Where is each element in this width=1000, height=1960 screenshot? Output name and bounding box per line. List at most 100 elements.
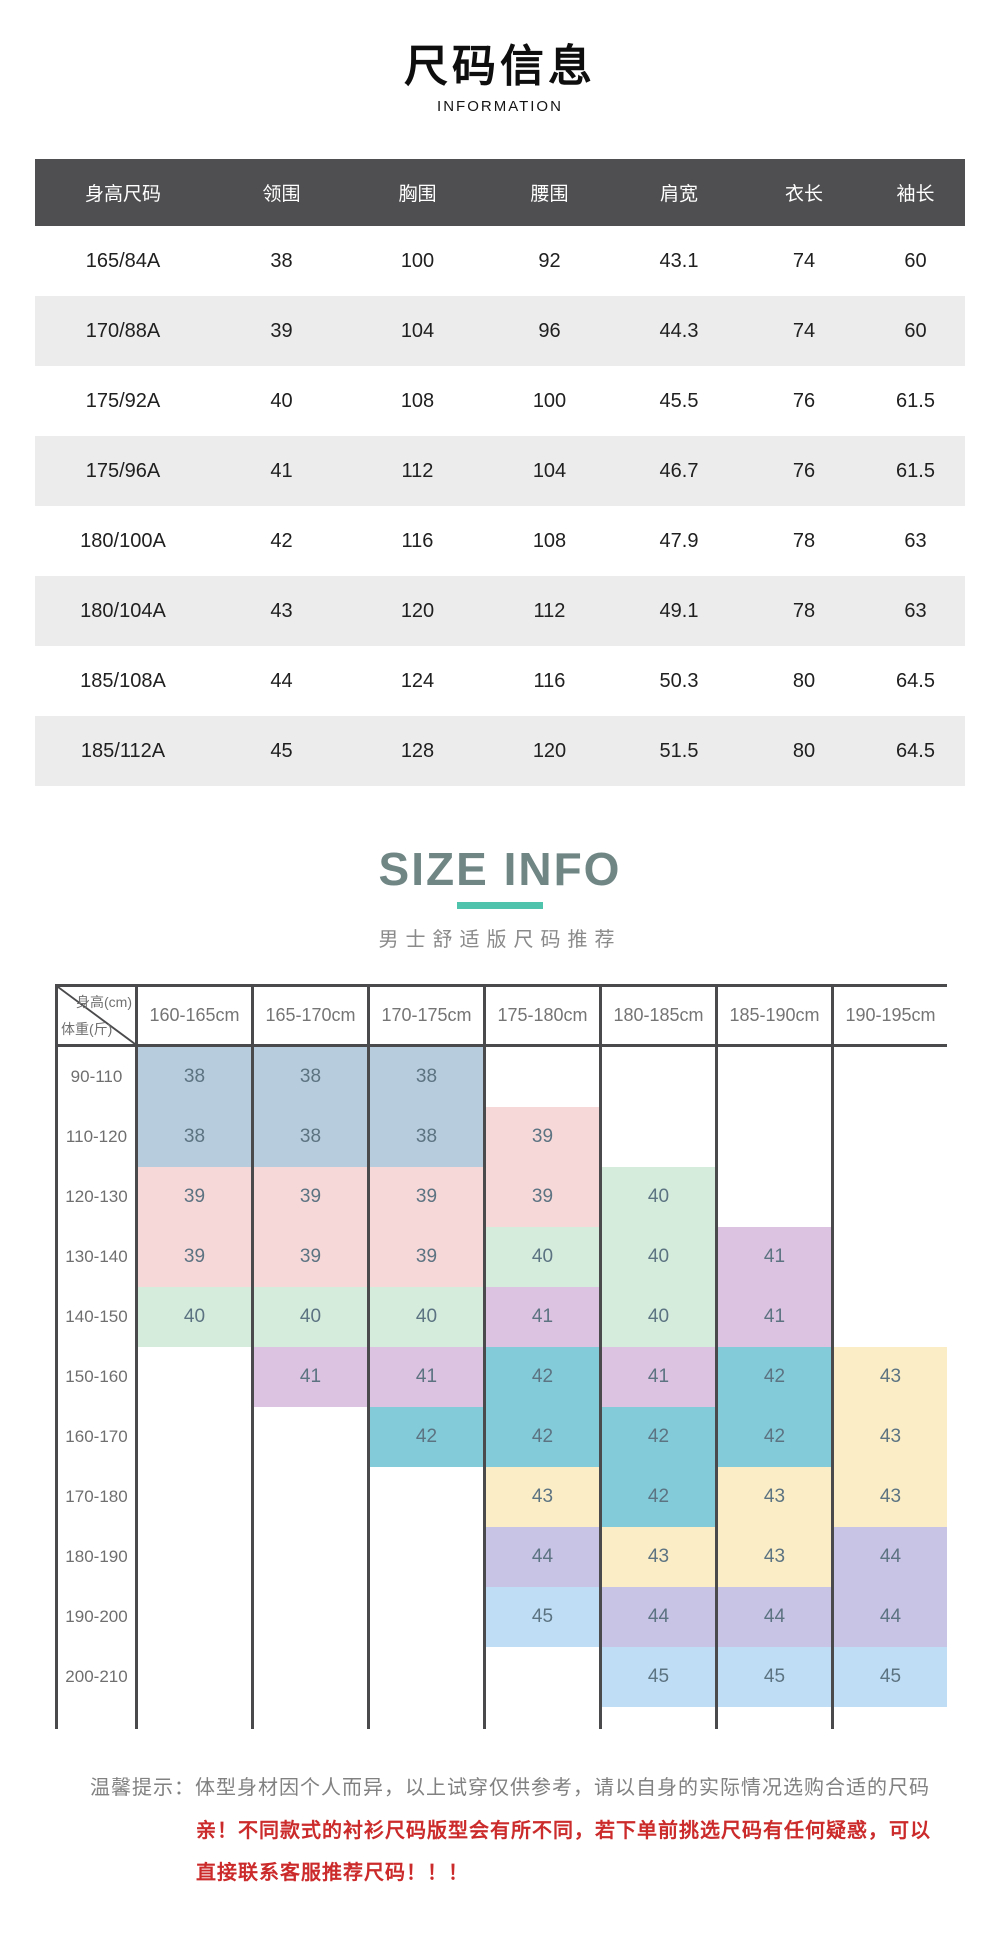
size-table-size-cell: 170/88A [35, 296, 211, 366]
size-table-size-cell: 165/84A [85, 249, 161, 272]
matrix-cell: 42 [715, 1407, 831, 1467]
matrix-cell: 44 [715, 1587, 831, 1647]
size-table-header-cell: 腰围 [483, 159, 616, 226]
size-table-size-cell: 185/112A [35, 716, 211, 786]
matrix-cell: 40 [483, 1227, 599, 1287]
size-table-size-cell: 185/108A [80, 669, 166, 692]
size-table-cell: 108 [532, 529, 567, 552]
matrix-cell: 39 [483, 1167, 599, 1227]
matrix-table: 身高(cm) 体重(斤) 160-165cm 165-170cm 170-175cm… [55, 984, 1000, 1729]
size-table-cell: 76 [792, 389, 816, 412]
size-table-cell: 43.1 [659, 249, 699, 272]
matrix-cell: 41 [715, 1227, 831, 1287]
size-table-cell: 41 [211, 436, 352, 506]
matrix-row-label: 200-210 [55, 1647, 135, 1707]
size-info-underline [457, 902, 543, 909]
matrix-cell: 39 [135, 1227, 251, 1287]
size-table-cell: 128 [352, 716, 483, 786]
matrix-cell [367, 1647, 483, 1707]
matrix-col-header: 165-170cm [251, 984, 367, 1047]
size-table-body: 165/84A 38 100 92 43.1 74 60 170/88A 39 104 96 44.3… [35, 226, 965, 786]
matrix-cell: 38 [251, 1107, 367, 1167]
matrix-cell [367, 1467, 483, 1527]
matrix-cell [251, 1527, 367, 1587]
matrix-cell [135, 1647, 251, 1707]
matrix-cell: 42 [599, 1467, 715, 1527]
size-table-cell: 50.3 [659, 669, 699, 692]
size-table-cell: 108 [400, 389, 435, 412]
size-table-cell: 116 [401, 529, 434, 552]
matrix-cell: 41 [367, 1347, 483, 1407]
matrix-cell [831, 1047, 947, 1107]
size-table-header-cell: 肩宽 [616, 159, 742, 226]
matrix-col-header: 170-175cm [367, 984, 483, 1047]
size-table-row: 175/92A 40 108 100 45.5 76 61.5 [35, 366, 965, 436]
size-table-header-row: 身高尺码 领围 胸围 腰围 肩宽 衣长 袖长 [35, 159, 965, 226]
size-table-cell: 76 [742, 436, 866, 506]
size-table-row: 165/84A 38 100 92 43.1 74 60 [35, 226, 965, 296]
matrix-cell: 40 [135, 1287, 251, 1347]
size-table-row: 180/100A 42 116 108 47.9 78 63 [35, 506, 965, 576]
size-table-cell: 74 [742, 296, 866, 366]
matrix-cell: 43 [831, 1467, 947, 1527]
size-table-cell: 64.5 [896, 669, 935, 692]
matrix-grid-tail [55, 1707, 135, 1729]
matrix-cell [251, 1587, 367, 1647]
matrix-cell: 39 [135, 1167, 251, 1227]
matrix-cell: 38 [367, 1107, 483, 1167]
page-subtitle: INFORMATION [437, 98, 563, 115]
matrix-col-header: 180-185cm [599, 984, 715, 1047]
matrix-cell: 38 [135, 1107, 251, 1167]
matrix-cell: 42 [715, 1347, 831, 1407]
size-table-header-cell: 胸围 [352, 159, 483, 226]
matrix-cell [135, 1527, 251, 1587]
size-table-cell: 51.5 [616, 716, 742, 786]
size-table-size-cell: 180/104A [35, 576, 211, 646]
size-table-cell: 92 [538, 249, 561, 272]
size-table-size-cell: 175/96A [35, 436, 211, 506]
matrix-cell: 45 [831, 1647, 947, 1707]
matrix-cell: 39 [251, 1167, 367, 1227]
matrix-col-header: 160-165cm [135, 984, 251, 1047]
size-table-row: 170/88A 39 104 96 44.3 74 60 [35, 296, 965, 366]
matrix-row-label: 90-110 [55, 1047, 135, 1107]
size-table-cell: 45 [211, 716, 352, 786]
matrix-cell [831, 1287, 947, 1347]
size-info-subtitle: 男士舒适版尺码推荐 [378, 929, 622, 951]
matrix-cell: 42 [599, 1407, 715, 1467]
matrix-cell: 44 [831, 1587, 947, 1647]
page-title: 尺码信息 [404, 42, 596, 91]
size-table-cell: 96 [483, 296, 616, 366]
size-table-cell: 120 [352, 576, 483, 646]
matrix-cell [251, 1407, 367, 1467]
matrix-cell: 43 [599, 1527, 715, 1587]
matrix-cell: 42 [367, 1407, 483, 1467]
size-table-cell: 78 [742, 576, 866, 646]
size-table-cell: 46.7 [616, 436, 742, 506]
matrix-grid-tail [715, 1707, 831, 1729]
matrix-row-label: 130-140 [55, 1227, 135, 1287]
matrix-cell: 42 [483, 1407, 599, 1467]
size-table-cell: 61.5 [866, 436, 965, 506]
matrix-cell: 43 [715, 1527, 831, 1587]
size-table-cell: 45.5 [659, 389, 699, 412]
matrix-cell [831, 1167, 947, 1227]
matrix-cell [715, 1167, 831, 1227]
size-table: 身高尺码 领围 胸围 腰围 肩宽 衣长 袖长 165/84A 38 100 92 43.1 74 60 1… [35, 159, 965, 786]
matrix-col-header: 175-180cm [483, 984, 599, 1047]
matrix-row-label: 150-160 [55, 1347, 135, 1407]
matrix-cell: 39 [367, 1227, 483, 1287]
matrix-cell: 43 [831, 1407, 947, 1467]
size-table-cell: 112 [483, 576, 616, 646]
matrix-grid-tail [483, 1707, 599, 1729]
matrix-cell: 43 [831, 1347, 947, 1407]
matrix-cell: 39 [367, 1167, 483, 1227]
matrix-cell: 45 [599, 1647, 715, 1707]
matrix-grid-tail [831, 1707, 947, 1729]
weight-axis-label: 体重(斤) [61, 1021, 113, 1037]
matrix-cell: 42 [483, 1347, 599, 1407]
matrix-row-label: 180-190 [55, 1527, 135, 1587]
size-table-cell: 104 [483, 436, 616, 506]
size-table-row: 185/112A 45 128 120 51.5 80 64.5 [35, 716, 965, 786]
matrix-cell: 38 [251, 1047, 367, 1107]
